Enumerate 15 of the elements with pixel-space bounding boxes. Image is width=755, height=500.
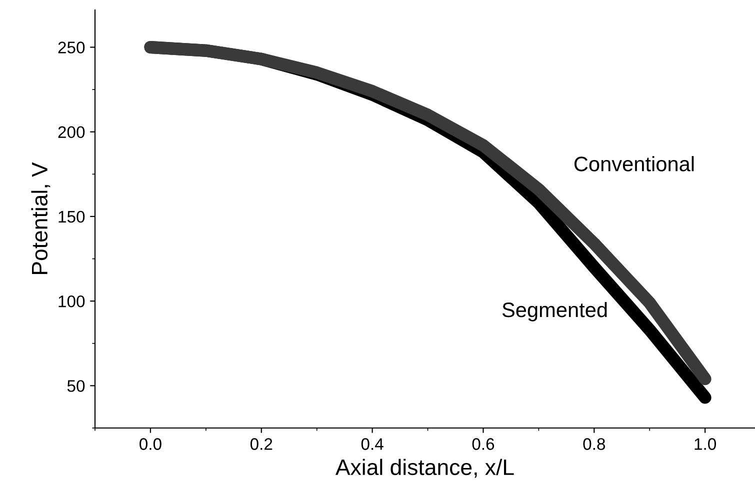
x-tick-label: 0.8 — [583, 438, 606, 450]
y-tick-label: 200 — [58, 126, 85, 138]
y-axis-title: Potential, V — [31, 162, 50, 274]
x-tick-label: 0.6 — [472, 438, 494, 450]
x-tick-label: 0.4 — [361, 438, 384, 450]
series-label: Conventional — [574, 156, 694, 172]
y-tick-label: 250 — [58, 42, 85, 54]
y-tick-label: 100 — [58, 295, 85, 308]
x-axis-title: Axial distance, x/L — [336, 458, 514, 478]
series-label: Segmented — [502, 302, 607, 322]
x-tick-label: 0.2 — [250, 438, 272, 450]
y-tick-label: 50 — [67, 380, 85, 392]
x-tick-label: 0.0 — [140, 438, 162, 450]
y-tick-label: 150 — [58, 210, 85, 223]
x-tick-label: 1.0 — [694, 438, 716, 450]
